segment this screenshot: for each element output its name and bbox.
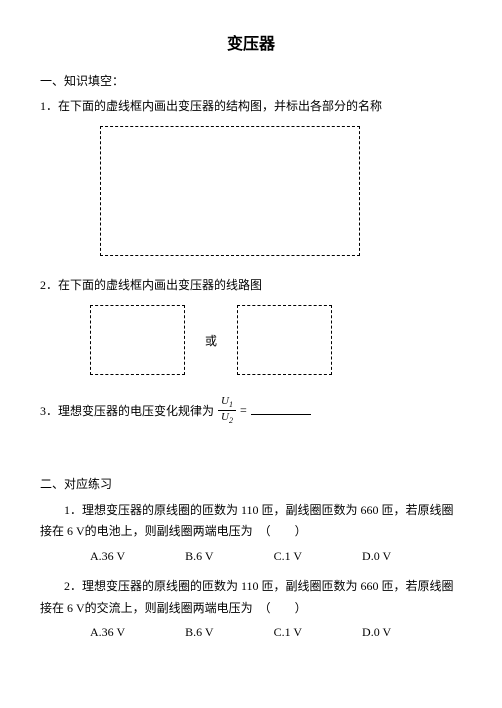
question-1: 1．在下面的虚线框内画出变压器的结构图，并标出各部分的名称 [40, 97, 462, 116]
choice-a: A.36 V [90, 625, 125, 640]
choice-d: D.0 V [362, 625, 391, 640]
num-sub: 1 [229, 401, 233, 410]
answer-blank [251, 405, 311, 415]
equals-sign: = [240, 403, 247, 418]
circuit-box-right [237, 305, 332, 375]
page-title: 变压器 [40, 30, 462, 54]
practice-question-1: 1．理想变压器的原线圈的匝数为 110 匝，副线圈匝数为 660 匝，若原线圈接… [40, 500, 462, 543]
choice-c: C.1 V [274, 549, 302, 564]
choice-d: D.0 V [362, 549, 391, 564]
question-2: 2．在下面的虚线框内画出变压器的线路图 [40, 276, 462, 295]
q3-prefix: 3．理想变压器的电压变化规律为 [40, 402, 214, 419]
fraction: U1 U2 [218, 395, 236, 424]
num-var: U [221, 395, 229, 407]
question-3: 3．理想变压器的电压变化规律为 U1 U2 = [40, 395, 462, 424]
circuit-box-left [90, 305, 185, 375]
choice-c: C.1 V [274, 625, 302, 640]
choices-row-2: A.36 V B.6 V C.1 V D.0 V [40, 625, 462, 640]
choice-b: B.6 V [185, 549, 213, 564]
den-var: U [221, 411, 229, 423]
or-label: 或 [205, 332, 217, 349]
choices-row-1: A.36 V B.6 V C.1 V D.0 V [40, 549, 462, 564]
structure-drawing-box [100, 126, 360, 256]
fraction-numerator: U1 [218, 395, 236, 410]
section1-heading: 一、知识填空： [40, 72, 462, 89]
section2-heading: 二、对应练习 [40, 475, 462, 492]
choice-a: A.36 V [90, 549, 125, 564]
practice-question-2: 2．理想变压器的原线圈的匝数为 110 匝，副线圈匝数为 660 匝，若原线圈接… [40, 576, 462, 619]
circuit-boxes-row: 或 [90, 305, 462, 375]
choice-b: B.6 V [185, 625, 213, 640]
fraction-denominator: U2 [218, 411, 236, 425]
den-sub: 2 [229, 416, 233, 425]
